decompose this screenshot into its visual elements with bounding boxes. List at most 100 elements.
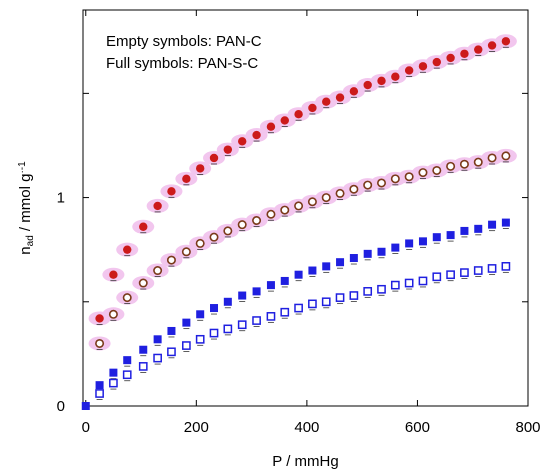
data-point xyxy=(473,266,483,275)
data-point xyxy=(223,226,233,236)
x-tick-label: 0 xyxy=(82,419,90,436)
data-point xyxy=(252,130,261,140)
plot-frame xyxy=(82,9,529,407)
data-point xyxy=(459,159,469,169)
y-axis-title: nad / mmol g·-1 xyxy=(17,161,36,255)
data-point xyxy=(446,53,455,63)
data-point xyxy=(195,164,205,173)
data-point xyxy=(195,334,205,344)
x-tick-label: 400 xyxy=(294,419,319,436)
x-tick-label: 600 xyxy=(405,419,430,436)
data-point xyxy=(294,303,303,313)
data-point xyxy=(95,314,104,323)
data-point xyxy=(432,233,441,242)
data-point xyxy=(294,110,303,119)
data-point xyxy=(209,232,219,242)
data-point xyxy=(138,278,148,288)
data-point xyxy=(377,284,386,294)
x-tick-label: 800 xyxy=(515,419,540,436)
data-point xyxy=(473,157,483,167)
data-point xyxy=(123,356,132,365)
data-point xyxy=(322,262,331,271)
data-point xyxy=(363,287,373,296)
data-point xyxy=(501,262,511,271)
data-point xyxy=(349,254,358,263)
data-point xyxy=(95,389,104,398)
data-point xyxy=(238,137,247,146)
data-point xyxy=(321,193,331,203)
data-point xyxy=(391,72,400,81)
data-point xyxy=(363,249,372,258)
data-point xyxy=(122,370,132,380)
data-point xyxy=(446,270,455,280)
data-point xyxy=(335,293,345,302)
data-point xyxy=(252,316,261,325)
data-point xyxy=(280,307,290,317)
data-point xyxy=(280,116,289,125)
y-tick-label: 0 xyxy=(57,398,65,415)
data-point xyxy=(252,216,262,226)
data-point-origin xyxy=(81,402,90,410)
data-point xyxy=(487,153,497,163)
data-point xyxy=(404,66,414,75)
data-point xyxy=(266,122,276,131)
data-point xyxy=(308,103,317,113)
data-point xyxy=(405,239,414,248)
data-point xyxy=(122,293,132,303)
data-point xyxy=(280,276,289,285)
x-axis-title: P / mmHg xyxy=(272,453,338,470)
data-markers xyxy=(81,37,511,410)
data-point xyxy=(294,201,304,211)
data-point xyxy=(167,187,176,196)
data-point xyxy=(390,280,400,290)
data-point xyxy=(404,278,414,288)
data-point xyxy=(209,153,219,163)
data-point xyxy=(308,266,317,275)
data-point xyxy=(108,309,118,319)
data-point xyxy=(363,180,373,190)
y-axis-title-unit: / mmol g xyxy=(17,174,34,236)
data-point xyxy=(139,222,148,231)
y-axis-title-superscript: -1 xyxy=(17,161,28,170)
data-point xyxy=(474,45,483,54)
data-point xyxy=(446,161,456,171)
data-point xyxy=(237,220,247,230)
data-point xyxy=(223,297,232,306)
data-point xyxy=(335,93,345,102)
data-point xyxy=(182,318,191,327)
data-point xyxy=(266,312,276,321)
data-point xyxy=(307,197,317,207)
data-point xyxy=(237,320,247,330)
data-point xyxy=(182,174,191,184)
data-point xyxy=(153,353,162,363)
data-point xyxy=(223,324,233,334)
data-point xyxy=(109,368,118,377)
data-point xyxy=(123,245,132,254)
data-point xyxy=(487,264,497,273)
x-tick-label: 200 xyxy=(184,419,209,436)
data-point xyxy=(266,281,275,290)
data-point xyxy=(308,299,317,309)
data-point xyxy=(432,57,441,67)
data-point xyxy=(432,165,442,175)
data-point xyxy=(404,172,414,182)
data-point xyxy=(181,247,191,257)
y-axis-title-dot: · xyxy=(17,170,28,173)
data-point xyxy=(418,168,428,178)
halo-layer xyxy=(88,34,517,351)
y-axis-title-n: n xyxy=(17,246,34,254)
data-point xyxy=(501,37,511,46)
data-point xyxy=(182,341,191,350)
annotation-full-symbols: Full symbols: PAN-S-C xyxy=(106,55,258,72)
data-point xyxy=(109,270,118,279)
data-point xyxy=(487,41,497,50)
data-point xyxy=(252,287,261,296)
data-point xyxy=(153,201,162,211)
data-point xyxy=(139,345,148,354)
data-point xyxy=(446,231,455,240)
data-point xyxy=(349,87,359,96)
data-point xyxy=(501,151,511,161)
data-point xyxy=(223,145,233,154)
data-point xyxy=(109,378,118,388)
data-point xyxy=(391,243,400,252)
